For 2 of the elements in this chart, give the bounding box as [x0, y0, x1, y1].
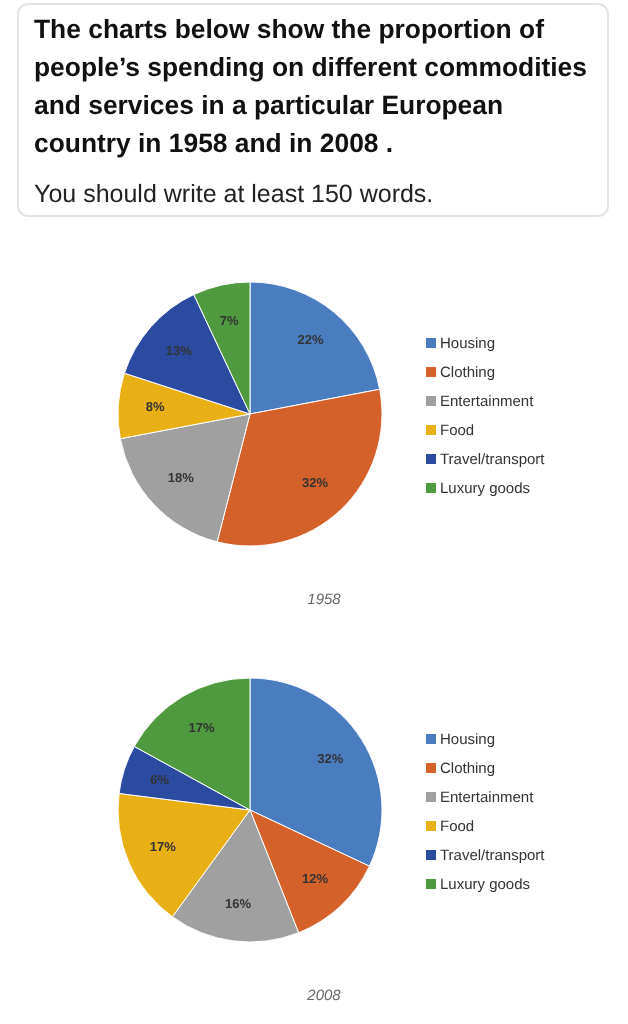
chart-title: The charts below show the proportion of people’s spending on different commodities and services in a particular European country in 1958 and in 2008 .	[34, 14, 587, 158]
chart-subtitle: You should write at least 150 words.	[34, 180, 434, 208]
